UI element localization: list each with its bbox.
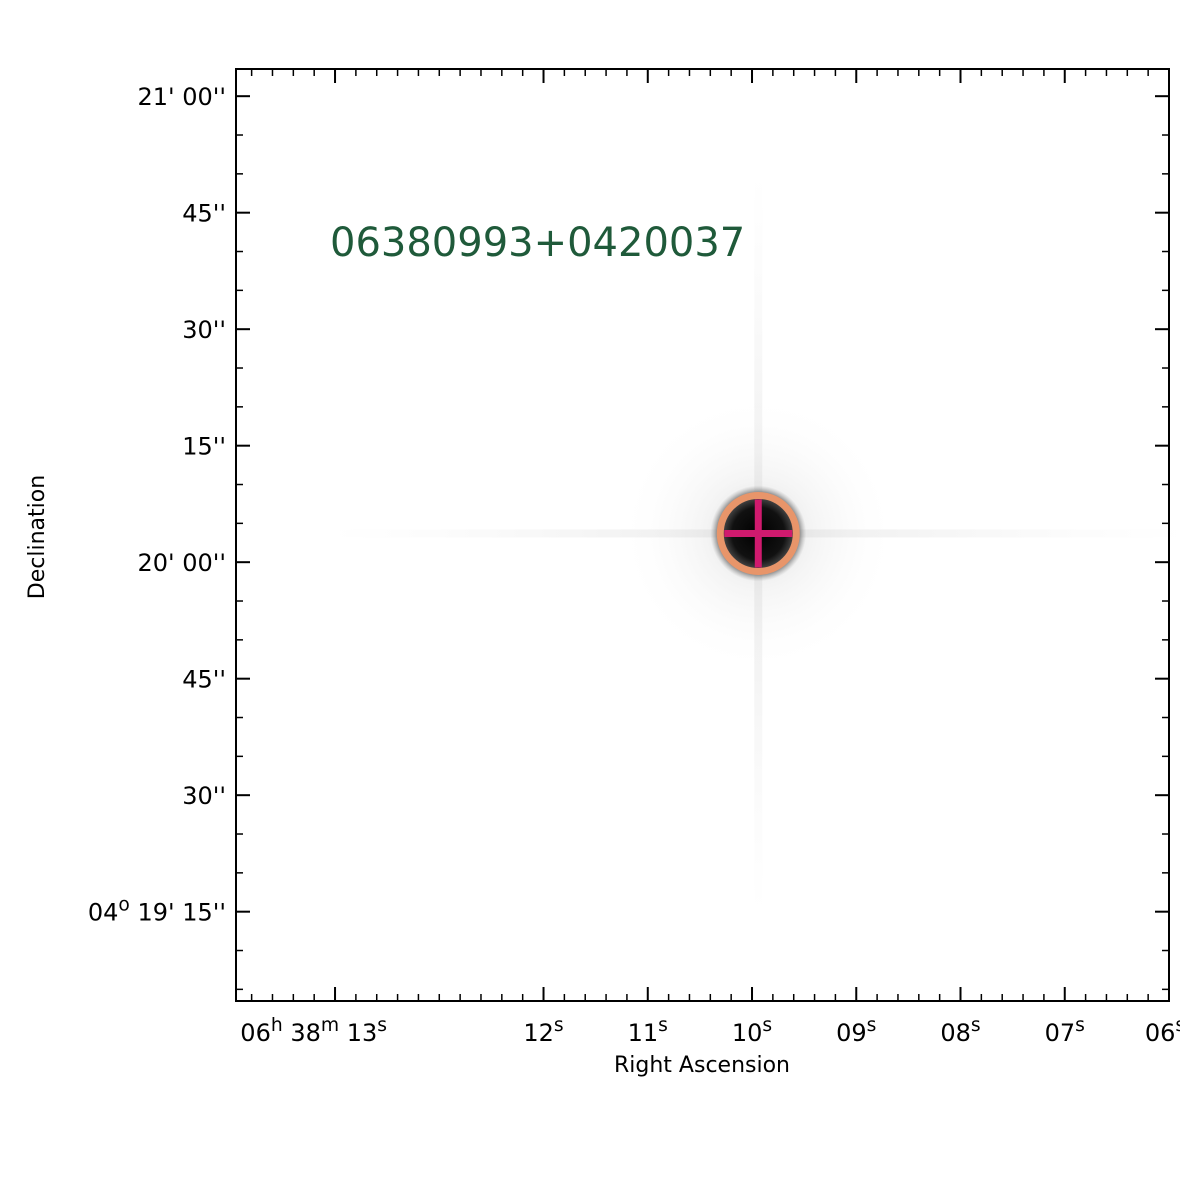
y-tick-label: 21' 00'' — [138, 83, 227, 111]
x-tick-label: 10s — [732, 1015, 772, 1047]
x-tick-label: 06h 38m 13s — [240, 1015, 387, 1047]
x-tick-label: 09s — [836, 1015, 876, 1047]
y-axis-title: Declination — [25, 475, 50, 599]
y-tick-label: 45'' — [182, 666, 226, 694]
x-axis-title: Right Ascension — [614, 1053, 790, 1078]
plot-frame — [235, 68, 1170, 1002]
x-tick-label: 07s — [1045, 1015, 1085, 1047]
x-tick-label: 06s — [1145, 1015, 1180, 1047]
x-tick-label: 08s — [940, 1015, 980, 1047]
y-tick-label: 45'' — [182, 200, 226, 228]
y-tick-label: 30'' — [182, 316, 226, 344]
y-tick-label: 30'' — [182, 782, 226, 810]
x-tick-label: 12s — [523, 1015, 563, 1047]
source-overlay — [716, 491, 800, 575]
y-tick-label: 04o 19' 15'' — [88, 895, 226, 927]
y-tick-label: 20' 00'' — [138, 549, 227, 577]
x-axis-ticks: 06h 38m 13s 12s 11s 10s 09s 08s 07s 06s — [240, 69, 1180, 1047]
sky-image — [328, 173, 1180, 914]
y-axis-ticks: 21' 00'' 45'' 30'' 15'' 20' 00'' 45'' 30'' 04o … — [88, 83, 1169, 991]
x-tick-label: 11s — [628, 1015, 668, 1047]
aperture-circle — [716, 491, 800, 575]
source-label: 06380993+0420037 — [330, 220, 745, 266]
y-tick-label: 15'' — [182, 433, 226, 461]
